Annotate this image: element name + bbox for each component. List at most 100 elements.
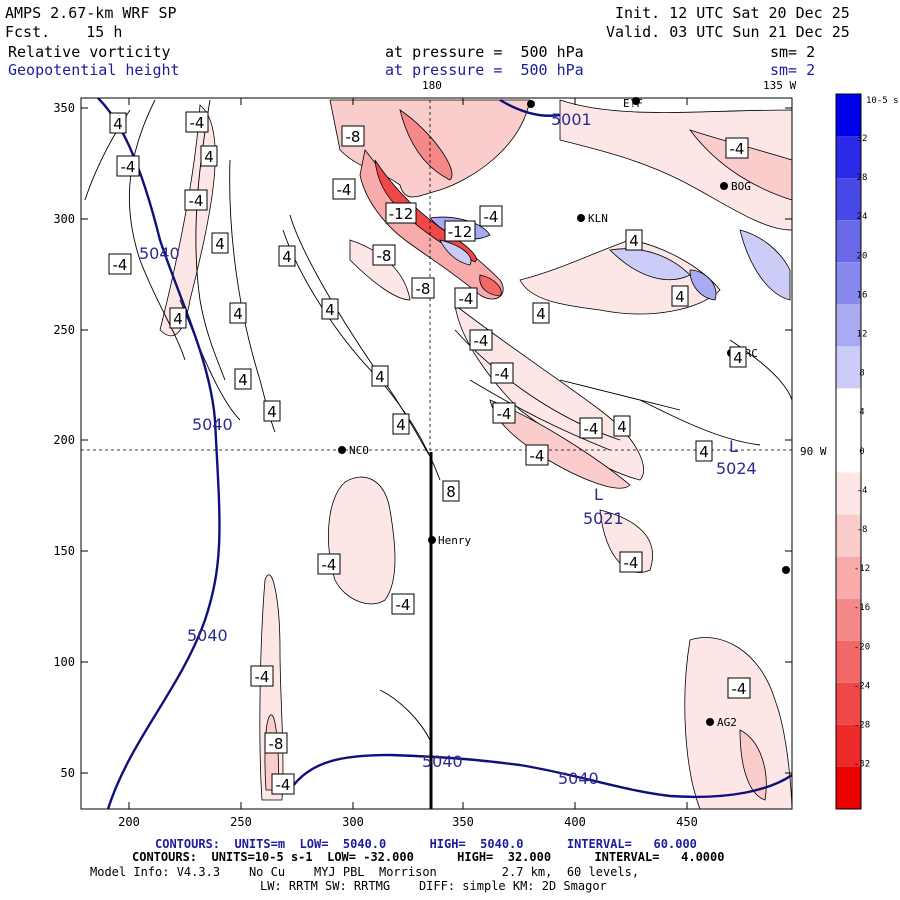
vorticity-value: -4 (189, 192, 204, 210)
vorticity-value-box: -4 (490, 362, 514, 384)
vorticity-value: -8 (416, 280, 431, 298)
lon-label-180: 180 (422, 79, 442, 92)
vorticity-value: -4 (732, 680, 747, 698)
colorbar-level-label: -28 (854, 721, 870, 731)
vorticity-value-box: 4 (532, 302, 550, 324)
vorticity-value-box: 8 (442, 480, 460, 502)
vorticity-value: -4 (584, 420, 599, 438)
init-time: Init. 12 UTC Sat 20 Dec 25 (615, 4, 850, 22)
x-tick-label: 300 (342, 815, 364, 829)
low-marker: L (729, 437, 738, 456)
vorticity-value-box: -4 (619, 551, 643, 573)
vorticity-value-box: 4 (671, 285, 689, 307)
station-label-henry: Henry (438, 534, 471, 547)
vorticity-value: 4 (215, 235, 225, 253)
colorbar-level-label: -24 (854, 681, 870, 691)
vorticity-value-box: 4 (729, 346, 747, 368)
vorticity-value: -8 (269, 735, 284, 753)
colorbar-level-label: 28 (857, 173, 868, 183)
forecast-hour: Fcst. 15 h (5, 23, 123, 41)
x-axis: 200 250 300 350 400 450 (118, 98, 698, 829)
vorticity-value: -4 (484, 208, 499, 226)
colorbar-level-label: -8 (857, 525, 868, 535)
station-dot (632, 97, 640, 105)
vorticity-value: -4 (474, 332, 489, 350)
footer-interval: INTERVAL= 60.000 (566, 837, 697, 851)
vorticity-value-box: -4 (116, 155, 140, 177)
vorticity-value: 4 (233, 305, 243, 323)
y-tick-label: 350 (53, 101, 75, 115)
vorticity-value: -4 (624, 554, 639, 572)
colorbar-swatch (836, 766, 861, 809)
vorticity-value-box: 4 (392, 413, 410, 435)
colorbar: 10-5 s-1 32 28 24 20 16 12 8 4 0 -4 -8 -12 -16 -20 -24… (835, 93, 900, 810)
valid-time: Valid. 03 UTC Sun 21 Dec 25 (606, 23, 850, 41)
footer-high: HIGH= 32.000 (457, 850, 552, 864)
vorticity-value: 4 (617, 418, 627, 436)
colorbar-swatch (836, 472, 861, 515)
vorticity-value: -4 (322, 556, 337, 574)
vorticity-value: 4 (113, 115, 123, 133)
vorticity-value-box: 4 (613, 415, 631, 437)
y-tick-label: 300 (53, 212, 75, 226)
footer-height-contours: CONTOURS: UNITS=m LOW= 5040.0 HIGH= 5040… (155, 838, 697, 851)
vorticity-labels: 4 -4-44-44-44 4444444-4-4-8-8-12-12-8-4-4-… (108, 111, 751, 795)
station-label-kln: KLN (588, 212, 608, 225)
colorbar-level-label: 12 (857, 330, 868, 340)
vorticity-value-box: -4 (108, 253, 132, 275)
vorticity-value: -4 (337, 181, 352, 199)
vorticity-value: -4 (495, 365, 510, 383)
vorticity-value-box: -4 (727, 677, 751, 699)
vorticity-value: 4 (173, 310, 183, 328)
vorticity-value-box: -4 (317, 553, 341, 575)
vorticity-value: -4 (113, 256, 128, 274)
station-dot (706, 718, 714, 726)
vorticity-value-box: -4 (391, 593, 415, 615)
vorticity-value: 4 (536, 305, 546, 323)
vorticity-value: -4 (276, 776, 291, 794)
station-dot (338, 446, 346, 454)
vorticity-value: -8 (346, 128, 361, 146)
height-label: 5040 (139, 244, 180, 263)
footer-vorticity-contours: CONTOURS: UNITS=10-5 s-1 LOW= -32.000 HI… (132, 851, 724, 864)
vorticity-value-box: -4 (454, 287, 478, 309)
vorticity-value: -12 (448, 223, 473, 241)
vorticity-value-box: 4 (211, 232, 229, 254)
field-height-smoothing: sm= 2 (770, 61, 816, 79)
colorbar-swatch (836, 220, 861, 263)
footer-units: UNITS=m (234, 837, 286, 851)
colorbar-level-label: -4 (857, 486, 868, 496)
vorticity-value: -12 (389, 205, 414, 223)
lon-label-135w: 135 W (763, 79, 796, 92)
colorbar-swatch (836, 178, 861, 221)
y-tick-label: 250 (53, 323, 75, 337)
vorticity-value-box: 4 (200, 145, 218, 167)
vorticity-value-box: 4 (321, 298, 339, 320)
station-dot (577, 214, 585, 222)
colorbar-level-label: 16 (857, 290, 868, 300)
height-label: 5021 (583, 509, 624, 528)
colorbar-level-label: -16 (854, 603, 870, 613)
colorbar-swatch (836, 388, 861, 431)
colorbar-level-label: 8 (859, 369, 864, 379)
vorticity-value-box: 4 (229, 302, 247, 324)
vorticity-value-box: -4 (332, 178, 356, 200)
vorticity-value-box: 4 (234, 368, 252, 390)
colorbar-swatch (836, 682, 861, 725)
crosshair (81, 100, 792, 809)
x-tick-label: 450 (676, 815, 698, 829)
vorticity-value-box: -4 (479, 205, 503, 227)
colorbar-swatch (836, 136, 861, 179)
footer-interval: INTERVAL= 4.0000 (594, 850, 725, 864)
colorbar-level-label: -32 (854, 760, 870, 770)
height-label: 5040 (192, 415, 233, 434)
vorticity-value: -4 (396, 596, 411, 614)
vorticity-value-box: -4 (525, 444, 549, 466)
vorticity-value-box: -4 (492, 402, 516, 424)
colorbar-swatch (836, 94, 861, 137)
footer-units: UNITS=10-5 s-1 (211, 850, 313, 864)
vorticity-value: -4 (497, 405, 512, 423)
vorticity-value: 4 (282, 248, 292, 266)
colorbar-level-label: 20 (857, 251, 868, 261)
